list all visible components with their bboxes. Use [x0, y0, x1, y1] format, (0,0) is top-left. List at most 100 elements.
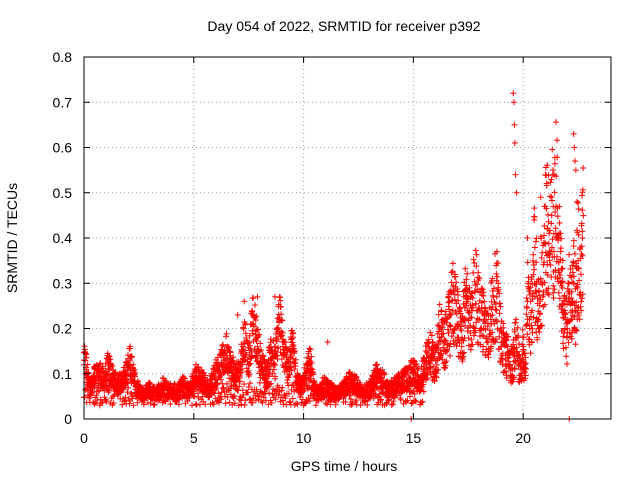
data-point — [310, 371, 317, 378]
data-point — [570, 237, 577, 244]
data-point — [530, 257, 537, 264]
data-point — [573, 198, 580, 205]
data-point — [530, 251, 537, 258]
data-point — [272, 343, 279, 350]
data-point — [303, 368, 310, 375]
data-point — [563, 353, 570, 360]
data-point — [472, 247, 479, 254]
data-point — [454, 292, 461, 299]
data-point — [182, 375, 189, 382]
plot-frame — [83, 56, 612, 420]
data-point — [256, 331, 263, 338]
data-point — [225, 343, 232, 350]
data-point — [285, 374, 292, 381]
data-point — [555, 289, 562, 296]
data-point — [579, 228, 586, 235]
data-point — [222, 350, 229, 357]
x-axis-label: GPS time / hours — [291, 458, 398, 474]
y-tick-label: 0.2 — [53, 321, 73, 337]
data-point — [531, 216, 538, 223]
data-point — [84, 361, 91, 368]
data-point — [277, 297, 284, 304]
data-point — [250, 294, 257, 301]
data-point — [198, 366, 205, 373]
data-point — [275, 344, 282, 351]
data-point — [257, 340, 264, 347]
data-point — [571, 144, 578, 151]
data-point — [97, 360, 104, 367]
data-point — [300, 388, 307, 395]
data-point — [570, 273, 577, 280]
data-point — [324, 339, 331, 346]
data-point — [219, 342, 226, 349]
data-point — [190, 370, 197, 377]
data-point — [496, 310, 503, 317]
data-point — [291, 366, 298, 373]
data-point — [428, 332, 435, 339]
data-point — [256, 348, 263, 355]
data-point — [230, 354, 237, 361]
data-point — [571, 158, 578, 165]
data-point — [566, 251, 573, 258]
data-point — [132, 369, 139, 376]
data-point — [281, 391, 288, 398]
data-point — [241, 402, 248, 409]
data-point — [279, 317, 286, 324]
data-point — [241, 357, 248, 364]
data-point — [239, 361, 246, 368]
data-point — [447, 322, 454, 329]
data-point — [545, 218, 552, 225]
data-point — [93, 362, 100, 369]
data-point — [270, 360, 277, 367]
data-point — [280, 336, 287, 343]
data-point — [226, 348, 233, 355]
data-point — [210, 401, 217, 408]
data-point — [278, 311, 285, 318]
data-point — [469, 341, 476, 348]
data-point — [492, 306, 499, 313]
data-point — [258, 361, 265, 368]
y-tick-label: 0.6 — [53, 140, 73, 156]
data-point — [229, 357, 236, 364]
data-point — [473, 251, 480, 258]
data-point — [563, 360, 570, 367]
data-point — [195, 394, 202, 401]
data-point — [306, 378, 313, 385]
data-point — [332, 401, 339, 408]
data-point — [513, 189, 520, 196]
data-point — [124, 378, 131, 385]
data-point — [458, 327, 465, 334]
data-point — [560, 340, 567, 347]
data-point — [348, 401, 355, 408]
data-point — [306, 345, 313, 352]
data-point — [512, 319, 519, 326]
data-point — [427, 329, 434, 336]
data-point — [227, 349, 234, 356]
axis-ticks — [83, 56, 611, 420]
data-point — [389, 401, 396, 408]
data-point — [246, 371, 253, 378]
data-point — [552, 119, 559, 126]
data-point — [289, 395, 296, 402]
data-point — [452, 296, 459, 303]
data-point — [250, 323, 257, 330]
data-point — [106, 353, 113, 360]
data-point — [489, 292, 496, 299]
data-point — [524, 259, 531, 266]
data-point — [494, 326, 501, 333]
data-point — [524, 235, 531, 241]
data-point — [556, 219, 563, 226]
data-point — [496, 300, 503, 307]
data-point — [554, 213, 561, 220]
data-point — [449, 260, 456, 267]
data-point — [111, 370, 118, 377]
data-point — [127, 343, 134, 350]
data-point — [245, 367, 252, 374]
data-point — [531, 205, 538, 212]
y-tick-label: 0.4 — [53, 230, 73, 246]
data-point — [243, 334, 250, 341]
data-point — [447, 352, 454, 359]
data-point — [247, 380, 254, 387]
data-point — [512, 171, 519, 178]
